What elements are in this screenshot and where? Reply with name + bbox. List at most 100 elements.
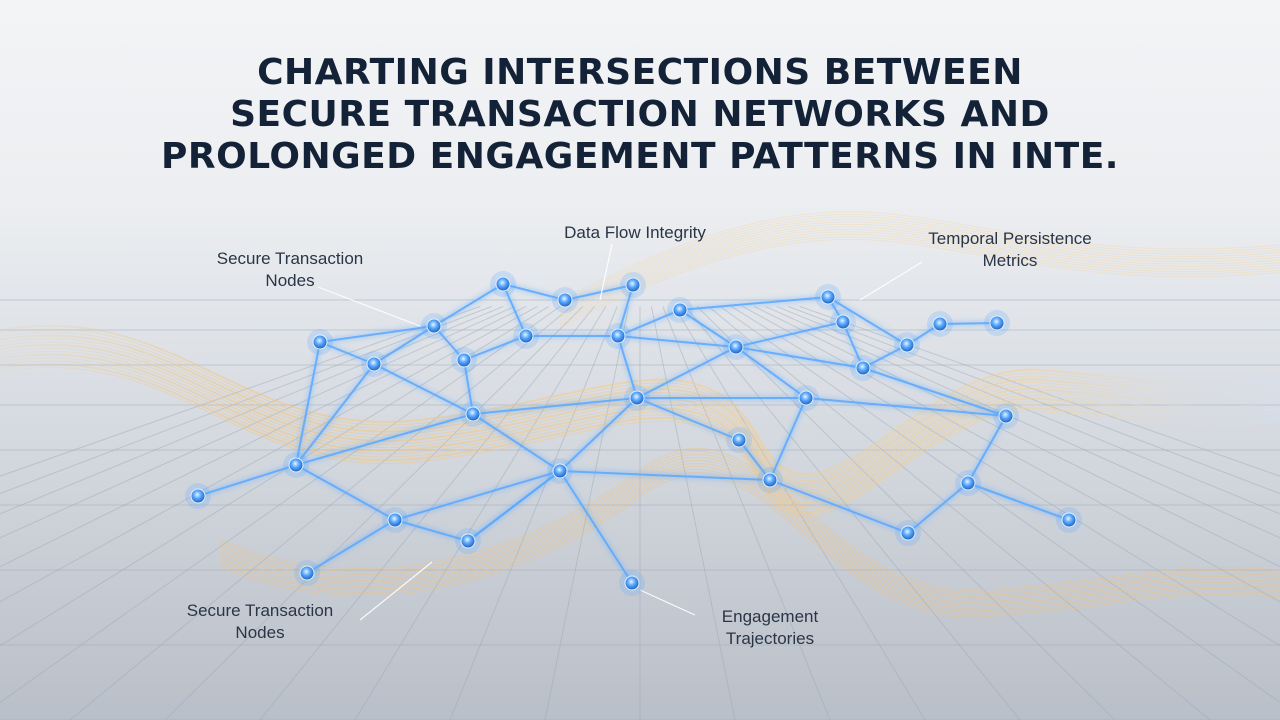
engagement-wave [559, 231, 1280, 321]
leader-line [317, 286, 421, 327]
grid-line [0, 305, 538, 603]
transaction-node [387, 512, 403, 528]
transaction-node [495, 276, 511, 292]
title-line-2: SECURE TRANSACTION NETWORKS AND [230, 94, 1050, 135]
network-link [306, 519, 396, 574]
transaction-node [731, 432, 747, 448]
network-link [559, 470, 771, 481]
network-link [862, 367, 1007, 417]
label-engagement-line1: Engagement [721, 607, 819, 626]
network-link [967, 415, 1007, 484]
transaction-node [798, 390, 814, 406]
network-link [769, 479, 909, 534]
network-link [805, 397, 1007, 417]
network-links [197, 283, 1070, 584]
network-link [463, 359, 474, 415]
engagement-wave [219, 447, 1280, 591]
transaction-node [932, 316, 948, 332]
transaction-node [762, 472, 778, 488]
engagement-wave [219, 465, 1280, 609]
engagement-wave [0, 360, 1280, 511]
transaction-node [552, 463, 568, 479]
grid-line [449, 306, 618, 720]
grid-line [0, 305, 550, 647]
grid-line [69, 306, 572, 720]
grid-line [696, 306, 1116, 720]
network-link [295, 363, 375, 466]
network-link [502, 283, 566, 301]
engagement-wave [559, 236, 1280, 326]
network-link [564, 284, 634, 301]
network-link [472, 397, 638, 415]
network-link [559, 397, 638, 472]
label-temporal-line1: Temporal Persistence [928, 229, 1092, 248]
label-secure-nodes-top-line2: Nodes [265, 271, 315, 290]
transaction-node [288, 457, 304, 473]
transaction-node [835, 314, 851, 330]
transaction-node [456, 352, 472, 368]
network-nodes [185, 271, 1082, 596]
label-secure-nodes-bottom: Secure Transaction Nodes [165, 600, 355, 644]
engagement-wave [0, 324, 1280, 476]
transaction-node [625, 277, 641, 293]
label-engagement-line2: Trajectories [725, 629, 815, 648]
network-link [617, 309, 681, 337]
grid-line [765, 305, 1280, 539]
engagement-waves [0, 211, 1280, 618]
network-link [738, 439, 771, 481]
engagement-wave [559, 223, 1280, 313]
page-title: CHARTING INTERSECTIONS BETWEEN SECURE TR… [140, 52, 1140, 178]
network-link [617, 284, 634, 337]
network-link [433, 283, 504, 327]
network-link [373, 363, 474, 415]
engagement-wave [559, 238, 1280, 328]
transaction-node [1061, 512, 1077, 528]
network-link [502, 283, 527, 337]
transaction-node [366, 356, 382, 372]
label-engagement-trajectories: Engagement Trajectories [700, 606, 840, 650]
engagement-wave [0, 366, 1280, 517]
grid-line [742, 305, 1280, 603]
network-link [394, 519, 469, 542]
engagement-wave [0, 344, 1280, 495]
engagement-wave [219, 468, 1280, 612]
label-secure-nodes-top-line1: Secure Transaction [216, 249, 364, 268]
label-secure-nodes-top: Secure Transaction Nodes [200, 248, 380, 292]
engagement-wave [559, 221, 1280, 311]
transaction-node [629, 390, 645, 406]
network-link [394, 470, 561, 521]
transaction-node [460, 533, 476, 549]
grid-line [0, 305, 561, 703]
transaction-node [426, 318, 442, 334]
transaction-node [989, 315, 1005, 331]
engagement-wave [559, 228, 1280, 318]
grid-line [650, 306, 736, 720]
grid-line [0, 305, 492, 495]
label-data-flow-integrity: Data Flow Integrity [540, 222, 730, 244]
network-link [827, 296, 908, 346]
transaction-node [960, 475, 976, 491]
leader-line [599, 243, 613, 301]
grid-line [662, 306, 831, 720]
engagement-wave [0, 328, 1280, 479]
network-link [295, 464, 396, 521]
network-link [636, 346, 737, 399]
network-link [373, 325, 435, 365]
engagement-wave [559, 233, 1280, 323]
transaction-node [900, 525, 916, 541]
grid-line [685, 306, 1021, 720]
transaction-node [299, 565, 315, 581]
transaction-node [312, 334, 328, 350]
engagement-wave [559, 226, 1280, 316]
transaction-node [518, 328, 534, 344]
transaction-node [610, 328, 626, 344]
transaction-node [855, 360, 871, 376]
network-link [617, 335, 638, 399]
label-temporal-persistence: Temporal Persistence Metrics [900, 228, 1120, 272]
title-line-3: PROLONGED ENGAGEMENT PATTERNS IN INTE. [161, 136, 1119, 177]
network-link [467, 470, 561, 542]
engagement-wave [219, 459, 1280, 603]
label-temporal-line2: Metrics [982, 251, 1038, 270]
label-secure-nodes-bottom-line2: Nodes [235, 623, 285, 642]
